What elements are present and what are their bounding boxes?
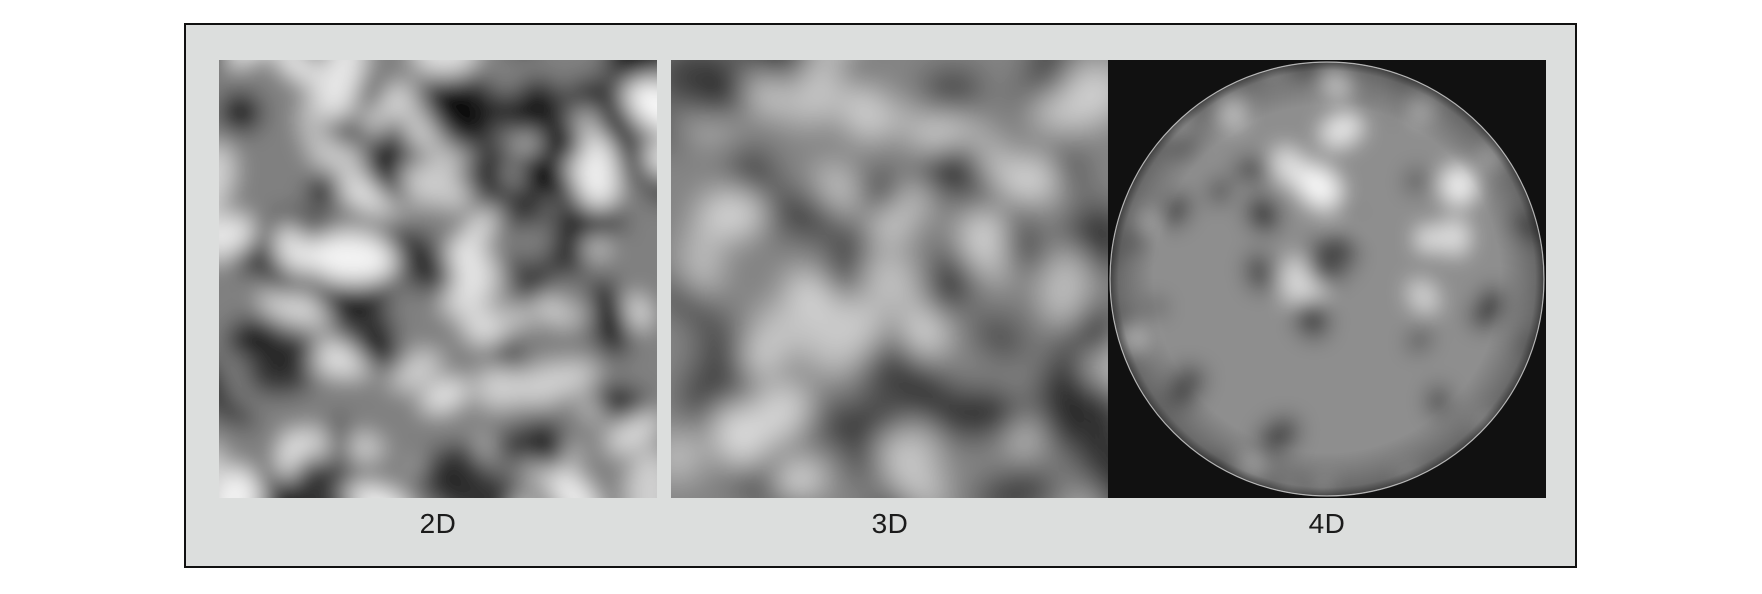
label-3d: 3D [871,508,909,539]
label-4d: 4D [1308,508,1346,539]
noise-image-2d [219,60,657,498]
label-2d: 2D [419,508,457,539]
noise-image-4d [1108,60,1546,498]
noise-image-3d [671,60,1109,498]
